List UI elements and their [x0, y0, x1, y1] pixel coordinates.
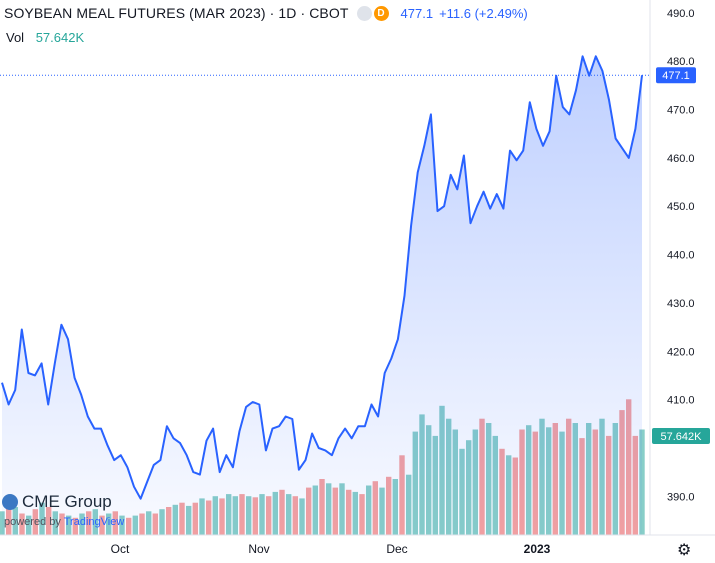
price-change: +11.6 (+2.49%) — [439, 5, 528, 21]
last-volume-badge — [652, 428, 710, 444]
price-tick-label: 430.0 — [667, 298, 695, 310]
market-status-icon — [356, 5, 372, 21]
price-tick-label: 450.0 — [667, 201, 695, 213]
last-price: 477.1 — [400, 5, 434, 21]
price-tick-label: 490.0 — [667, 8, 695, 20]
time-tick-label: 2023 — [524, 542, 551, 556]
price-tick-label: 440.0 — [667, 250, 695, 262]
powered-by: powered by TradingView — [4, 516, 124, 528]
gear-icon[interactable]: ⚙ — [677, 542, 692, 559]
last-volume-badge-text: 57.642K — [661, 431, 703, 443]
time-tick-label: Oct — [111, 542, 130, 556]
price-tick-label: 390.0 — [667, 491, 695, 503]
chart-header: SOYBEAN MEAL FUTURES (MAR 2023) · 1D · C… — [4, 5, 528, 21]
price-area-fill — [2, 56, 642, 536]
tradingview-link[interactable]: TradingView — [63, 516, 125, 528]
price-tick-label: 420.0 — [667, 346, 695, 358]
price-line[interactable] — [1, 55, 643, 500]
delayed-data-badge[interactable]: D — [373, 5, 389, 21]
cme-globe-icon — [2, 494, 18, 510]
powered-by-label: powered by — [4, 516, 61, 528]
time-tick-label: Dec — [386, 542, 407, 556]
axis-badges: 477.1 57.642K — [652, 67, 710, 444]
volume-value: 57.642K — [35, 30, 85, 45]
volume-legend: Vol 57.642K — [6, 30, 84, 45]
price-tick-label: 410.0 — [667, 395, 695, 407]
price-tick-label: 470.0 — [667, 105, 695, 117]
logo-text: CME Group — [22, 492, 112, 511]
volume-label: Vol — [6, 30, 25, 45]
price-tick-label: 480.0 — [667, 56, 695, 68]
last-price-badge — [656, 67, 696, 84]
price-tick-label: 460.0 — [667, 153, 695, 165]
cme-group-logo: CME Group — [2, 492, 112, 512]
time-axis[interactable]: Oct Nov Dec 2023 — [111, 542, 551, 556]
symbol-title[interactable]: SOYBEAN MEAL FUTURES (MAR 2023) · 1D · C… — [4, 5, 349, 21]
last-price-badge-text: 477.1 — [662, 70, 690, 82]
price-axis[interactable]: 390.0 410.0 420.0 430.0 440.0 450.0 460.0 470.0… — [667, 8, 695, 504]
time-tick-label: Nov — [248, 542, 269, 556]
